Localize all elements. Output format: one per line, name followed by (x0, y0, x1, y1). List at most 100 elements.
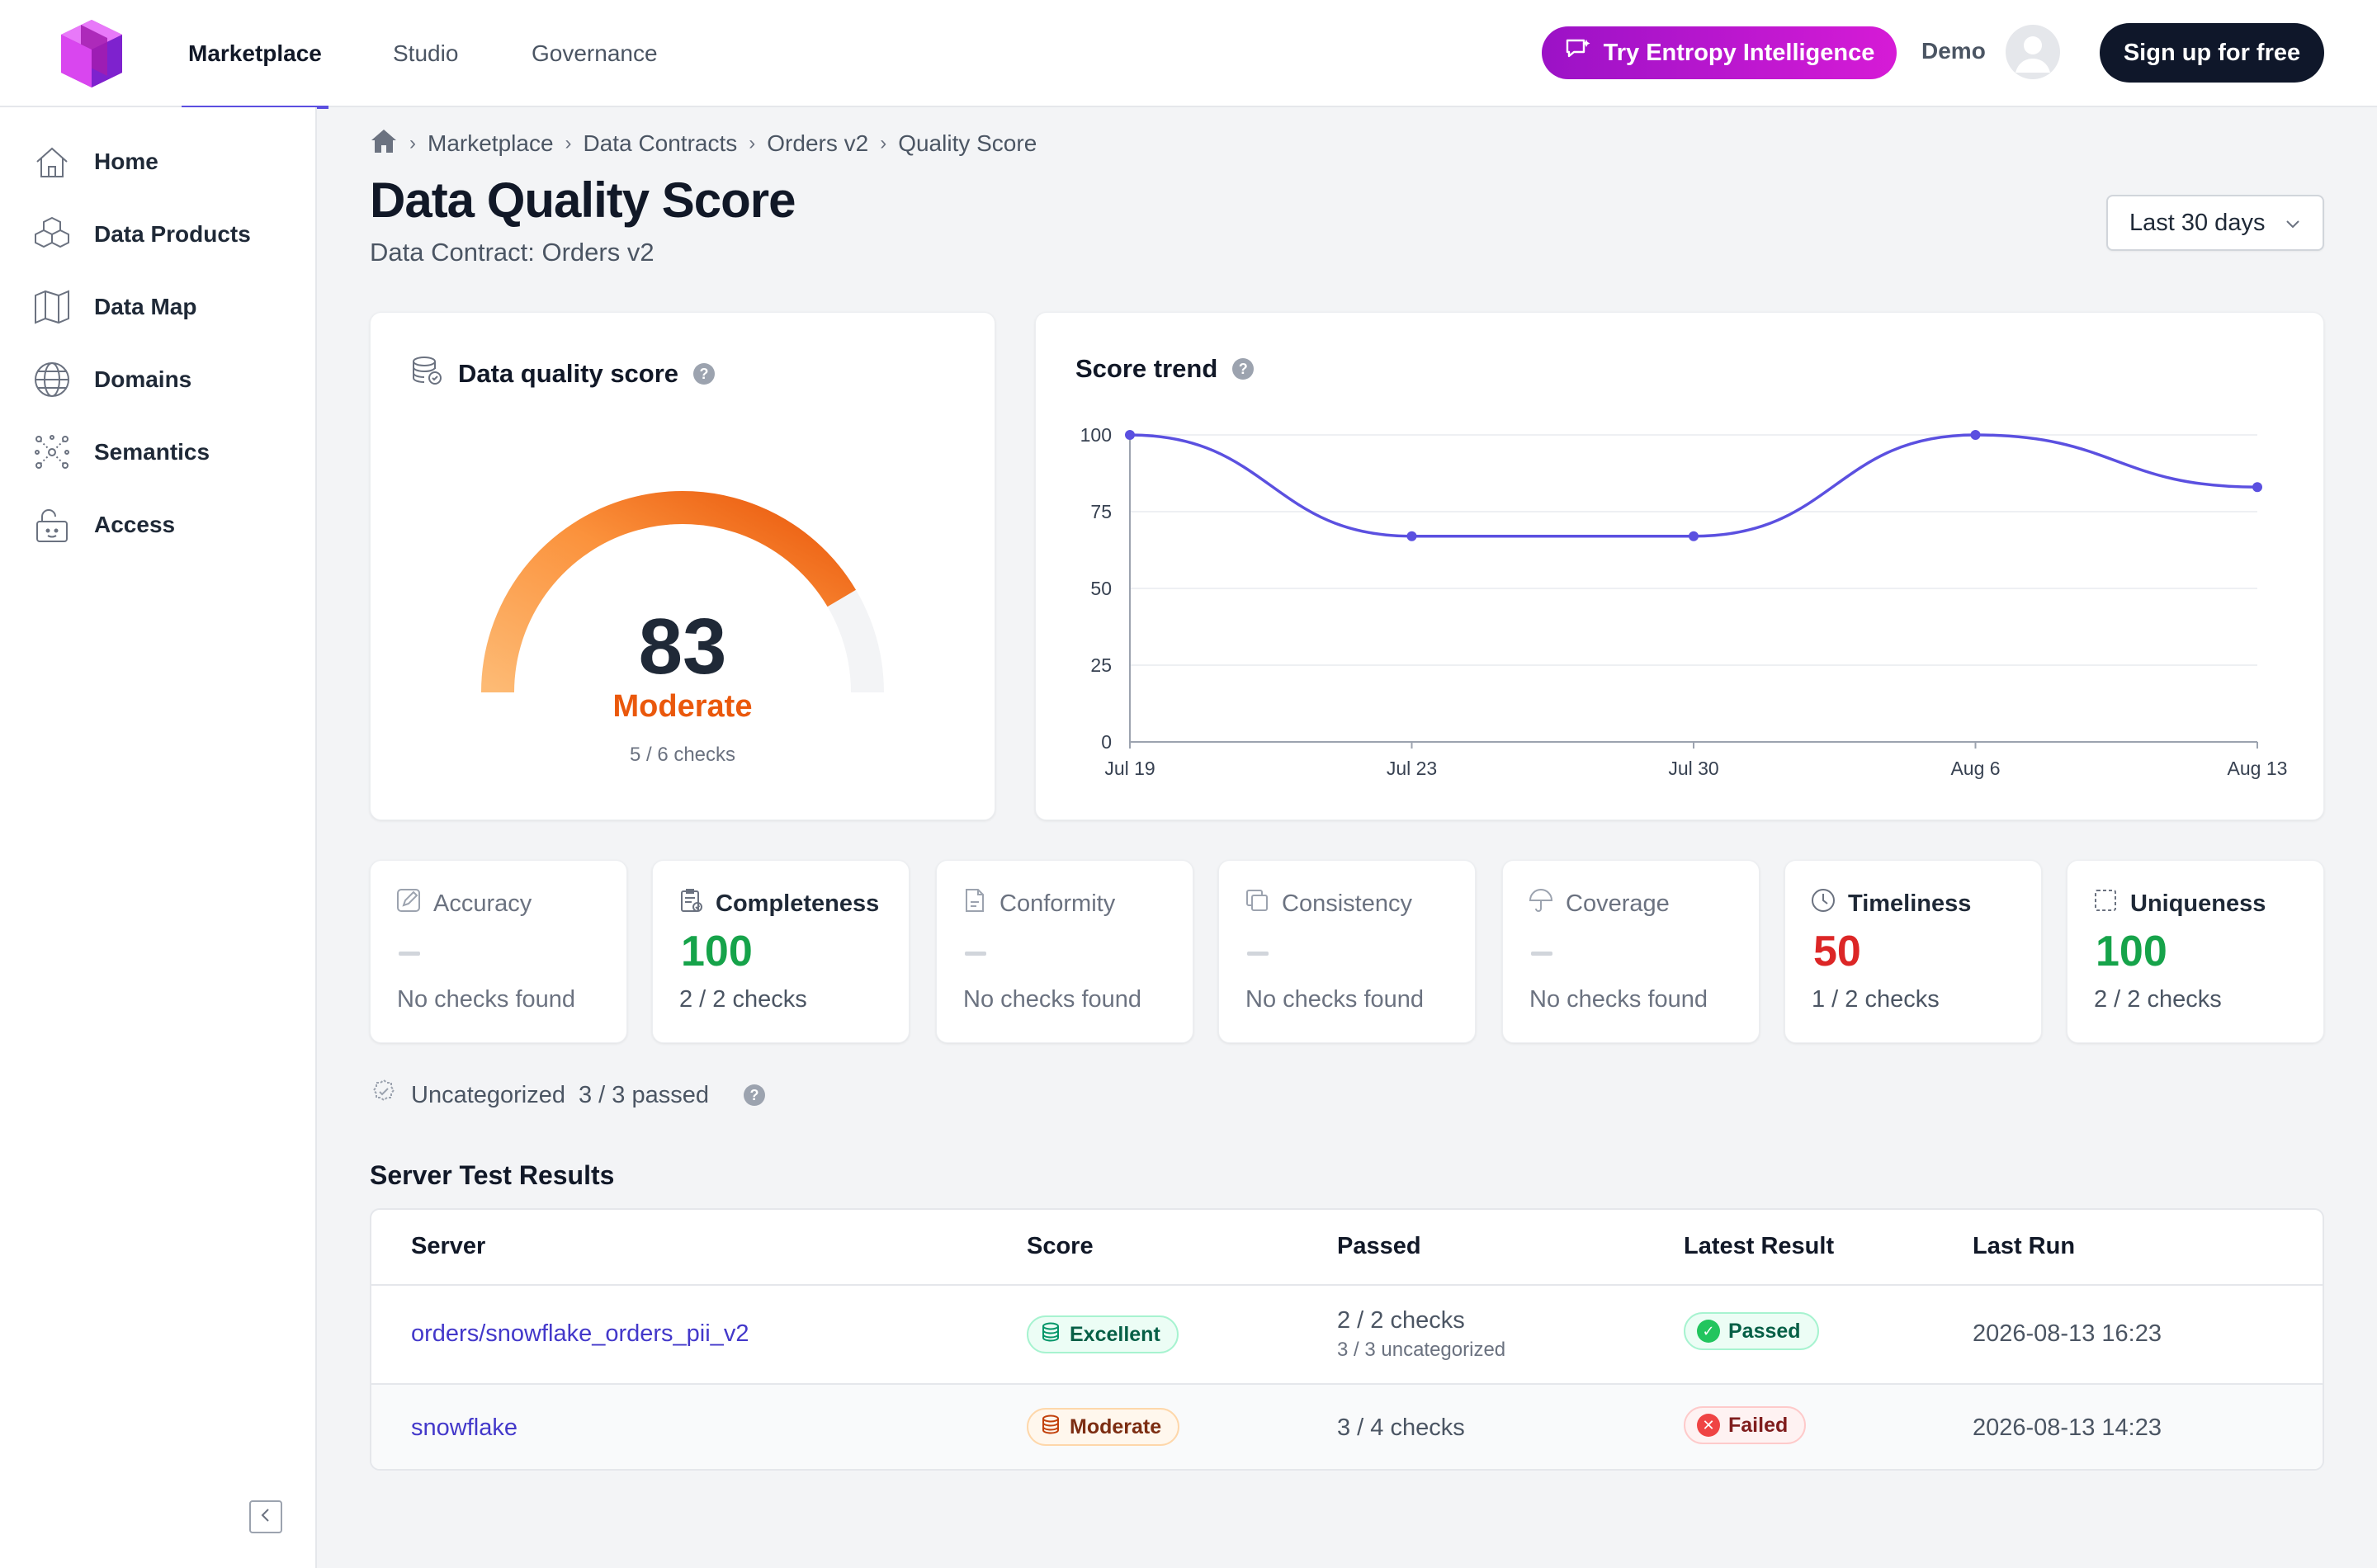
breadcrumb-data-contracts[interactable]: Data Contracts (583, 130, 738, 156)
x-tick-label: Aug 13 (2228, 758, 2288, 779)
score-rating-label: Moderate (612, 689, 753, 724)
chevron-right-icon: › (565, 132, 572, 154)
sidebar-item-label: Home (94, 149, 158, 174)
column-header-server: Server (411, 1233, 486, 1259)
score-checks-count: 5 / 6 checks (629, 744, 736, 766)
sidebar-item-data-products[interactable]: Data Products (31, 210, 295, 259)
dimension-header: Timeliness (1810, 887, 1971, 920)
score-trend-line (1129, 433, 2258, 538)
x-tick-label: Jul 23 (1387, 758, 1437, 779)
dimension-header: Uniqueness (2092, 887, 2266, 920)
dimension-name: Completeness (716, 890, 880, 917)
breadcrumb-marketplace[interactable]: Marketplace (428, 130, 554, 156)
sidebar-item-label: Domains (94, 366, 192, 392)
breadcrumb: › Marketplace › Data Contracts › Orders … (370, 127, 1037, 160)
sign-up-button[interactable]: Sign up for free (2100, 23, 2324, 83)
score-badge-label: Moderate (1070, 1415, 1162, 1438)
y-tick-label: 75 (1090, 501, 1112, 522)
score-value: 83 (638, 602, 727, 691)
tab-marketplace[interactable]: Marketplace (182, 0, 328, 109)
database-check-icon (410, 354, 443, 394)
dashed-square-icon (2092, 887, 2119, 920)
dimension-card-timeliness[interactable]: Timeliness 50 1 / 2 checks (1784, 860, 2042, 1043)
home-icon (31, 141, 73, 182)
dimension-card-consistency[interactable]: Consistency No checks found (1218, 860, 1476, 1043)
try-entropy-intelligence-button[interactable]: Try Entropy Intelligence (1542, 26, 1897, 79)
score-trend-chart: 100 75 50 25 0 Jul 19 Jul 23 Jul 30 Aug 6 Aug 13 (1080, 424, 2288, 779)
dimension-name: Accuracy (433, 890, 532, 917)
server-link[interactable]: snowflake (411, 1415, 517, 1441)
database-icon (1040, 1321, 1061, 1348)
home-icon[interactable] (370, 128, 398, 160)
server-link[interactable]: orders/snowflake_orders_pii_v2 (411, 1320, 749, 1347)
dimension-card-conformity[interactable]: Conformity No checks found (936, 860, 1193, 1043)
collapse-sidebar-button[interactable] (249, 1500, 282, 1533)
chevron-right-icon: › (409, 132, 416, 154)
help-icon[interactable]: ? (744, 1084, 765, 1106)
check-circle-icon: ✓ (1697, 1320, 1720, 1343)
tab-studio[interactable]: Studio (393, 40, 459, 66)
dimension-score: 50 (1813, 928, 1861, 975)
dimension-card-completeness[interactable]: Completeness 100 2 / 2 checks (652, 860, 910, 1043)
help-icon[interactable]: ? (693, 363, 716, 385)
sidebar-item-home[interactable]: Home (31, 137, 295, 187)
sidebar-item-access[interactable]: Access (31, 500, 295, 550)
data-point (1970, 430, 1981, 440)
cubes-icon (31, 214, 73, 255)
page-title: Data Quality Score (370, 172, 796, 228)
uncategorized-label: Uncategorized (411, 1081, 565, 1108)
pencil-icon (395, 887, 422, 920)
gauge-fill (481, 491, 857, 693)
dimension-card-coverage[interactable]: Coverage No checks found (1502, 860, 1760, 1043)
column-header-latest-result: Latest Result (1684, 1233, 1835, 1259)
tab-governance[interactable]: Governance (532, 40, 658, 66)
copy-icon (1244, 887, 1270, 920)
column-header-last-run: Last Run (1973, 1233, 2076, 1259)
date-range-select[interactable]: Last 30 days (2106, 195, 2324, 251)
globe-icon (31, 359, 73, 400)
dimension-card-accuracy[interactable]: Accuracy No checks found (370, 860, 627, 1043)
app-logo-icon[interactable] (58, 17, 125, 91)
passed-checks: 3 / 4 checks (1337, 1415, 1465, 1441)
table-row[interactable]: snowflake Moderate 3 / 4 checks ✕ Failed… (371, 1385, 2323, 1469)
dimension-card-uniqueness[interactable]: Uniqueness 100 2 / 2 checks (2067, 860, 2324, 1043)
breadcrumb-orders-v2[interactable]: Orders v2 (767, 130, 869, 156)
dimension-checks: 2 / 2 checks (679, 986, 807, 1013)
dimension-header: Completeness (678, 887, 879, 920)
last-run-time: 2026-08-13 16:23 (1973, 1320, 2162, 1347)
avatar[interactable] (2006, 25, 2060, 79)
result-badge-failed: ✕ Failed (1684, 1406, 1807, 1444)
badge-check-icon (370, 1078, 398, 1112)
trend-card-title: Score trend ? (1075, 354, 1255, 384)
date-range-value: Last 30 days (2129, 209, 2266, 236)
quality-score-card: Data quality score ? 83 Moderate 5 / 6 c… (370, 312, 995, 820)
dimension-name: Uniqueness (2130, 890, 2266, 917)
passed-checks: 2 / 2 checks (1337, 1307, 1465, 1334)
column-header-passed: Passed (1337, 1233, 1421, 1259)
top-navbar: Marketplace Studio Governance Try Entrop… (0, 0, 2377, 109)
help-icon[interactable]: ? (1232, 358, 1255, 380)
sidebar-item-label: Data Products (94, 221, 251, 247)
sidebar-item-domains[interactable]: Domains (31, 355, 295, 404)
column-header-score: Score (1027, 1233, 1094, 1259)
empty-value-dash (965, 952, 986, 956)
x-tick-label: Jul 19 (1104, 758, 1155, 779)
table-row[interactable]: orders/snowflake_orders_pii_v2 Excellent… (371, 1286, 2323, 1385)
score-badge: Moderate (1027, 1408, 1180, 1446)
score-badge-label: Excellent (1070, 1322, 1160, 1346)
dimension-header: Conformity (962, 887, 1115, 920)
clock-icon (1810, 887, 1836, 920)
dimension-name: Conformity (999, 890, 1116, 917)
dimension-checks: No checks found (1245, 986, 1425, 1013)
trend-card-title-text: Score trend (1075, 354, 1218, 383)
score-gauge (481, 491, 884, 693)
demo-label: Demo (1921, 38, 1986, 64)
last-run-time: 2026-08-13 14:23 (1973, 1415, 2162, 1441)
x-tick-label: Jul 30 (1668, 758, 1718, 779)
chevron-down-icon (2285, 210, 2301, 237)
chevron-left-icon (258, 1507, 274, 1528)
page-subtitle: Data Contract: Orders v2 (370, 238, 655, 267)
x-circle-icon: ✕ (1697, 1414, 1720, 1437)
sidebar-item-semantics[interactable]: Semantics (31, 427, 295, 477)
sidebar-item-data-map[interactable]: Data Map (31, 282, 295, 332)
